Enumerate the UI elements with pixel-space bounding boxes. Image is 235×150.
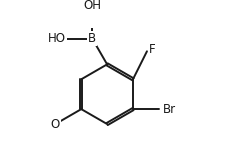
- Text: O: O: [51, 118, 60, 130]
- Text: Br: Br: [163, 103, 176, 116]
- Text: F: F: [149, 43, 155, 56]
- Text: OH: OH: [83, 0, 101, 12]
- Text: B: B: [88, 32, 96, 45]
- Text: HO: HO: [48, 32, 66, 45]
